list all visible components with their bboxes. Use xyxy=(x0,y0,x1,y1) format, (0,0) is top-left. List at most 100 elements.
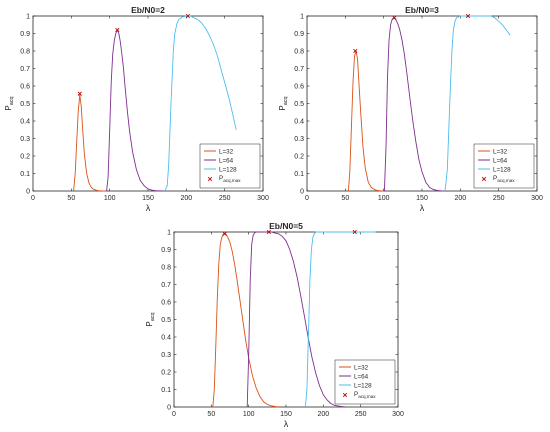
y-tick-label: 0.6 xyxy=(294,84,304,91)
marker-stroke xyxy=(266,229,271,235)
y-tick-label: 0.7 xyxy=(20,66,30,73)
y-tick-label: 1 xyxy=(167,230,171,237)
x-tick-label: 250 xyxy=(219,195,231,202)
x-tick-label: 50 xyxy=(67,195,75,202)
y-tick-label: 0.8 xyxy=(161,265,171,272)
max-point-marker xyxy=(77,91,82,96)
x-tick-label: 150 xyxy=(142,195,154,202)
chart-eb-n0-3: Eb/N0=3 0 50 100 150 200 250 300 0 0.1 0.2 0.3 0.4 0.… xyxy=(278,5,543,213)
y-tick-label: 0.2 xyxy=(294,154,304,161)
x-axis-label: λ xyxy=(420,203,425,213)
legend-label: L=128 xyxy=(219,166,237,173)
max-point-marker xyxy=(352,229,357,235)
x-tick-label: 300 xyxy=(257,195,269,202)
x-tick-label: 0 xyxy=(31,195,35,202)
max-point-marker xyxy=(392,15,397,20)
series-line-l-64 xyxy=(246,231,346,408)
legend-marker-label-subscript: acq,max xyxy=(497,178,515,183)
legend-label: L=32 xyxy=(354,364,369,371)
x-tick-label: 150 xyxy=(280,411,292,418)
x-tick-label: 50 xyxy=(341,195,349,202)
y-tick-label: 0.2 xyxy=(161,370,171,377)
legend-marker-label: Pacq,max xyxy=(493,175,515,183)
y-tick-label: 0.4 xyxy=(161,335,171,342)
legend-marker-label-subscript: acq,max xyxy=(358,394,376,399)
x-tick-label: 200 xyxy=(317,411,329,418)
chart-title: Eb/N0=3 xyxy=(405,5,439,15)
legend-label: L=64 xyxy=(219,157,234,164)
y-tick-label: 0.2 xyxy=(20,154,30,161)
y-tick-label: 0.1 xyxy=(294,171,304,178)
max-point-marker xyxy=(185,13,190,19)
series-line-l-64 xyxy=(106,28,164,192)
legend: L=32 L=64 L=128 Pacq,max xyxy=(334,359,396,405)
legend-label: L=32 xyxy=(219,148,234,155)
max-point-marker xyxy=(222,231,227,236)
y-axis-label-subscript: acq xyxy=(150,312,156,321)
max-point-marker xyxy=(266,229,271,235)
legend-marker-label-main: P xyxy=(354,391,358,398)
legend: L=32 L=64 L=128 Pacq,max xyxy=(199,143,261,189)
y-tick-label: 0.8 xyxy=(294,49,304,56)
marker-stroke xyxy=(115,27,120,33)
x-tick-label: 0 xyxy=(305,195,309,202)
y-axis-label-main: P xyxy=(4,105,13,110)
marker-stroke xyxy=(465,13,471,19)
y-tick-label: 0.7 xyxy=(294,66,304,73)
y-tick-label: 0.5 xyxy=(20,101,30,108)
y-tick-label: 0.3 xyxy=(20,136,30,143)
y-tick-label: 1 xyxy=(300,14,304,21)
legend-marker-label-subscript: acq,max xyxy=(223,178,241,183)
y-tick-label: 0.4 xyxy=(20,119,30,126)
y-tick-label: 0.4 xyxy=(294,119,304,126)
y-tick-label: 0.8 xyxy=(20,49,30,56)
y-axis-label-subscript: acq xyxy=(283,96,289,105)
chart-title: Eb/N0=2 xyxy=(131,5,165,15)
y-tick-label: 0 xyxy=(300,189,304,196)
x-tick-label: 100 xyxy=(243,411,255,418)
marker-stroke xyxy=(353,48,358,54)
y-tick-label: 1 xyxy=(26,14,30,21)
chart-eb-n0-2: Eb/N0=2 0 50 100 150 200 250 300 0 0.1 0.2 0.3 0.4 0.… xyxy=(4,5,269,213)
max-point-marker xyxy=(465,13,471,19)
y-tick-label: 0 xyxy=(26,189,30,196)
y-tick-label: 0.9 xyxy=(161,247,171,254)
x-tick-label: 300 xyxy=(392,411,404,418)
legend-marker-label-main: P xyxy=(219,175,223,182)
legend-label: L=128 xyxy=(354,382,372,389)
x-tick-label: 150 xyxy=(416,195,428,202)
y-tick-label: 0 xyxy=(167,405,171,412)
x-tick-label: 100 xyxy=(104,195,116,202)
legend-label: L=64 xyxy=(354,373,369,380)
legend-marker-label: Pacq,max xyxy=(219,175,241,183)
y-tick-label: 0.9 xyxy=(20,31,30,38)
series-line-l-128 xyxy=(164,15,237,192)
x-axis-label: λ xyxy=(284,419,289,429)
y-tick-label: 0.1 xyxy=(20,171,30,178)
x-tick-label: 250 xyxy=(355,411,367,418)
legend-marker-swatch xyxy=(481,176,487,182)
y-tick-label: 0.9 xyxy=(294,31,304,38)
legend-marker-swatch xyxy=(342,392,348,398)
marker-stroke xyxy=(185,13,190,19)
y-tick-label: 0.1 xyxy=(161,387,171,394)
series-line-l-128 xyxy=(444,15,511,192)
series-line-l-32 xyxy=(73,94,106,192)
y-axis-label: Pacq xyxy=(278,96,289,110)
y-axis-label-main: P xyxy=(145,321,154,326)
y-tick-label: 0.3 xyxy=(161,352,171,359)
legend: L=32 L=64 L=128 Pacq,max xyxy=(473,143,535,189)
max-point-marker xyxy=(115,27,120,33)
max-point-marker xyxy=(353,48,358,54)
marker-stroke xyxy=(392,15,397,20)
chart-title: Eb/N0=5 xyxy=(269,221,303,231)
legend-marker-label: Pacq,max xyxy=(354,391,376,399)
x-axis-label: λ xyxy=(146,203,151,213)
y-tick-label: 0.5 xyxy=(161,317,171,324)
x-tick-label: 50 xyxy=(207,411,215,418)
legend-marker-swatch xyxy=(207,176,213,182)
legend-label: L=64 xyxy=(493,157,508,164)
legend-marker-label-main: P xyxy=(493,175,497,182)
marker-stroke xyxy=(222,231,227,236)
